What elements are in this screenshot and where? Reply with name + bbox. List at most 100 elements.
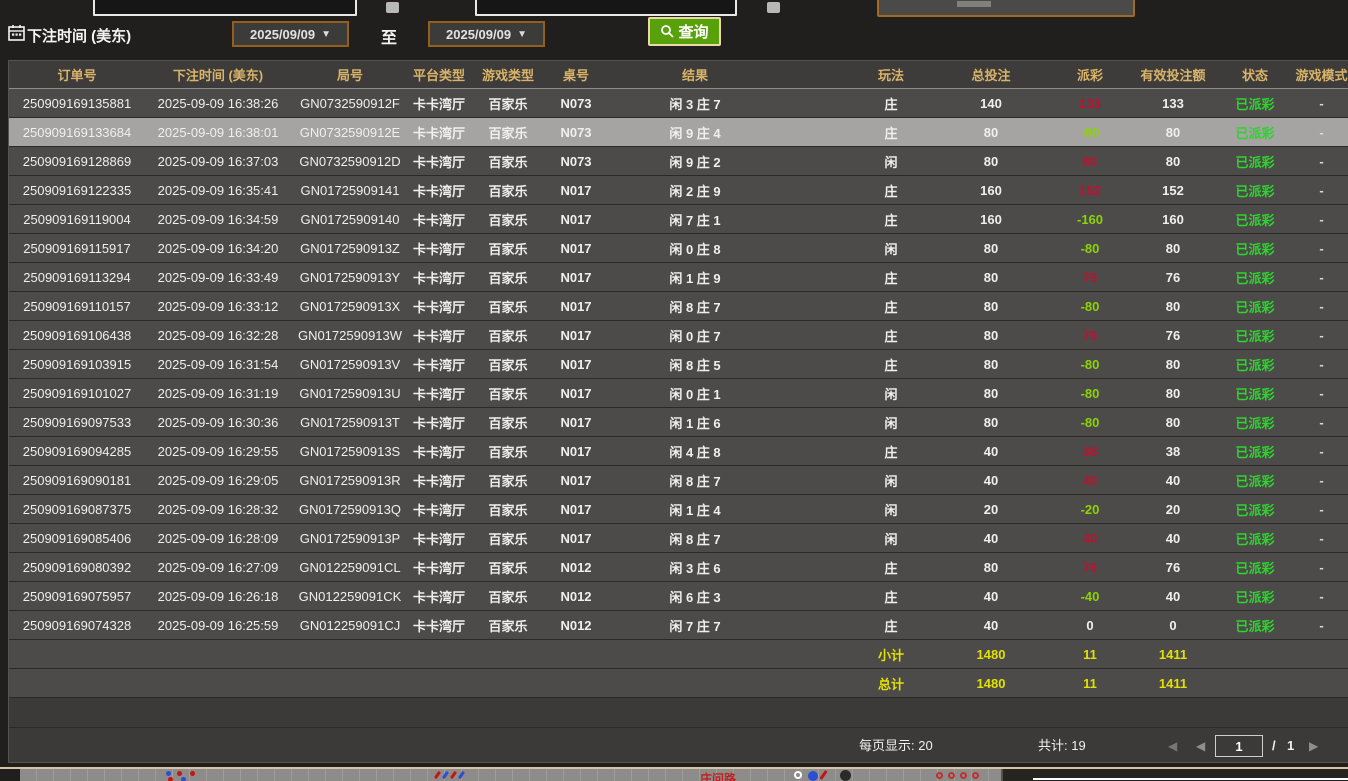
cell-status: 已派彩 — [1235, 531, 1275, 547]
cell-total-bet: 160 — [980, 182, 1002, 198]
column-header-6: 结果 — [681, 68, 708, 83]
cell-round-number: GN0172590913Y — [299, 269, 401, 285]
cell-status: 已派彩 — [1235, 328, 1275, 344]
prev-page-icon[interactable]: ◀ — [1196, 739, 1206, 753]
table-row[interactable]: 250909169074328 2025-09-09 16:25:59 GN01… — [9, 611, 1348, 640]
cell-result: 闲 2 庄 9 — [669, 183, 721, 199]
cell-game-type: 百家乐 — [488, 560, 528, 576]
column-header-5: 桌号 — [562, 68, 589, 83]
cell-status: 已派彩 — [1235, 183, 1275, 199]
cell-game-type: 百家乐 — [488, 618, 528, 634]
cell-round-number: GN0172590913Z — [300, 240, 400, 256]
cell-game-type: 百家乐 — [488, 502, 528, 518]
table-body: 250909169135881 2025-09-09 16:38:26 GN07… — [9, 89, 1348, 640]
column-header-10: 派彩 — [1076, 68, 1103, 83]
cell-round-number: GN0172590913R — [299, 472, 401, 488]
roadmap-circle — [808, 771, 818, 781]
cell-order-number: 250909169113294 — [23, 269, 131, 285]
table-row[interactable]: 250909169113294 2025-09-09 16:33:49 GN01… — [9, 263, 1348, 292]
cell-result: 闲 1 庄 6 — [669, 415, 721, 431]
query-button[interactable]: 查询 — [648, 17, 721, 46]
table-row[interactable]: 250909169115917 2025-09-09 16:34:20 GN01… — [9, 234, 1348, 263]
page-separator: / — [1272, 738, 1276, 753]
table-footer: 每页显示: 20 共计: 19 ◀ ◀ / 1 ▶ — [9, 727, 1348, 764]
cell-game-type: 百家乐 — [488, 212, 528, 228]
subtotal-label: 小计 — [877, 647, 904, 663]
cell-valid-bet: 76 — [1165, 327, 1181, 343]
date-to-select[interactable]: 2025/09/09 ▼ — [428, 21, 545, 47]
cell-bet-time: 2025-09-09 16:27:09 — [157, 559, 279, 575]
cell-total-bet: 140 — [980, 95, 1002, 111]
cell-valid-bet: 38 — [1165, 443, 1181, 459]
cell-payout: 133 — [1079, 95, 1101, 111]
cell-bet-time: 2025-09-09 16:33:49 — [157, 269, 279, 285]
cell-game-type: 百家乐 — [488, 589, 528, 605]
table-row[interactable]: 250909169106438 2025-09-09 16:32:28 GN01… — [9, 321, 1348, 350]
table-row[interactable]: 250909169087375 2025-09-09 16:28:32 GN01… — [9, 495, 1348, 524]
divider — [0, 767, 1348, 769]
bet-records-table: 订单号 下注时间 (美东) 局号 平台类型 游戏类型 桌号 结果 玩法 总投注 派彩 有效投注额 状态… — [8, 60, 1348, 763]
roadmap-mark — [457, 770, 466, 780]
cell-payout: 40 — [1082, 472, 1098, 488]
cell-platform-type: 卡卡湾厅 — [412, 154, 465, 170]
table-row[interactable]: 250909169090181 2025-09-09 16:29:05 GN01… — [9, 466, 1348, 495]
cell-bet-time: 2025-09-09 16:30:36 — [157, 414, 279, 430]
table-row[interactable]: 250909169135881 2025-09-09 16:38:26 GN07… — [9, 89, 1348, 118]
table-row[interactable]: 250909169110157 2025-09-09 16:33:12 GN01… — [9, 292, 1348, 321]
column-header-1: 下注时间 (美东) — [172, 68, 264, 83]
top-icon-2[interactable] — [767, 2, 780, 13]
subtotal-total-bet: 1480 — [976, 646, 1006, 662]
cell-play-type: 庄 — [884, 125, 898, 141]
cell-platform-type: 卡卡湾厅 — [412, 183, 465, 199]
cell-payout: -20 — [1080, 501, 1100, 517]
table-header-row: 订单号 下注时间 (美东) 局号 平台类型 游戏类型 桌号 结果 玩法 总投注 派彩 有效投注额 状态… — [9, 61, 1348, 89]
table-row[interactable]: 250909169080392 2025-09-09 16:27:09 GN01… — [9, 553, 1348, 582]
top-dropdown[interactable] — [877, 0, 1135, 17]
cell-status: 已派彩 — [1235, 444, 1275, 460]
column-header-13: 游戏模式 — [1295, 68, 1348, 83]
table-row[interactable]: 250909169128869 2025-09-09 16:37:03 GN07… — [9, 147, 1348, 176]
table-row[interactable]: 250909169075957 2025-09-09 16:26:18 GN01… — [9, 582, 1348, 611]
cell-play-type: 庄 — [884, 183, 898, 199]
cell-platform-type: 卡卡湾厅 — [412, 473, 465, 489]
table-row[interactable]: 250909169122335 2025-09-09 16:35:41 GN01… — [9, 176, 1348, 205]
date-from-select[interactable]: 2025/09/09 ▼ — [232, 21, 349, 47]
cell-payout: -80 — [1080, 385, 1100, 401]
table-row[interactable]: 250909169101027 2025-09-09 16:31:19 GN01… — [9, 379, 1348, 408]
cell-total-bet: 40 — [983, 617, 999, 633]
cell-table-number: N017 — [560, 443, 592, 459]
cell-game-type: 百家乐 — [488, 328, 528, 344]
cell-game-type: 百家乐 — [488, 415, 528, 431]
cell-payout: 76 — [1082, 559, 1098, 575]
cell-game-mode: - — [1319, 530, 1324, 546]
table-row[interactable]: 250909169103915 2025-09-09 16:31:54 GN01… — [9, 350, 1348, 379]
table-row[interactable]: 250909169097533 2025-09-09 16:30:36 GN01… — [9, 408, 1348, 437]
bet-time-label: 下注时间 (美东) — [27, 28, 132, 45]
table-row[interactable]: 250909169133684 2025-09-09 16:38:01 GN07… — [9, 118, 1348, 147]
table-row[interactable]: 250909169119004 2025-09-09 16:34:59 GN01… — [9, 205, 1348, 234]
cell-game-mode: - — [1319, 414, 1324, 430]
cell-platform-type: 卡卡湾厅 — [412, 386, 465, 402]
cell-result: 闲 6 庄 3 — [669, 589, 721, 605]
cell-result: 闲 9 庄 2 — [669, 154, 721, 170]
first-page-icon[interactable]: ◀ — [1168, 739, 1178, 753]
cell-table-number: N017 — [560, 269, 592, 285]
cell-table-number: N017 — [560, 211, 592, 227]
cell-game-type: 百家乐 — [488, 96, 528, 112]
table-row[interactable]: 250909169085406 2025-09-09 16:28:09 GN01… — [9, 524, 1348, 553]
cell-total-bet: 40 — [983, 530, 999, 546]
cell-round-number: GN0172590913U — [299, 385, 401, 401]
cell-valid-bet: 80 — [1165, 414, 1181, 430]
page-number-input[interactable] — [1215, 735, 1263, 757]
cell-order-number: 250909169103915 — [22, 356, 132, 372]
cell-round-number: GN012259091CJ — [299, 617, 401, 633]
cell-table-number: N073 — [560, 124, 592, 140]
cell-bet-time: 2025-09-09 16:28:09 — [157, 530, 279, 546]
top-input-2[interactable] — [475, 0, 737, 16]
top-icon-1[interactable] — [386, 2, 399, 13]
top-input-1[interactable] — [93, 0, 357, 16]
table-row[interactable]: 250909169094285 2025-09-09 16:29:55 GN01… — [9, 437, 1348, 466]
divider — [1033, 778, 1348, 780]
next-page-icon[interactable]: ▶ — [1309, 739, 1319, 753]
cell-play-type: 闲 — [884, 154, 898, 170]
